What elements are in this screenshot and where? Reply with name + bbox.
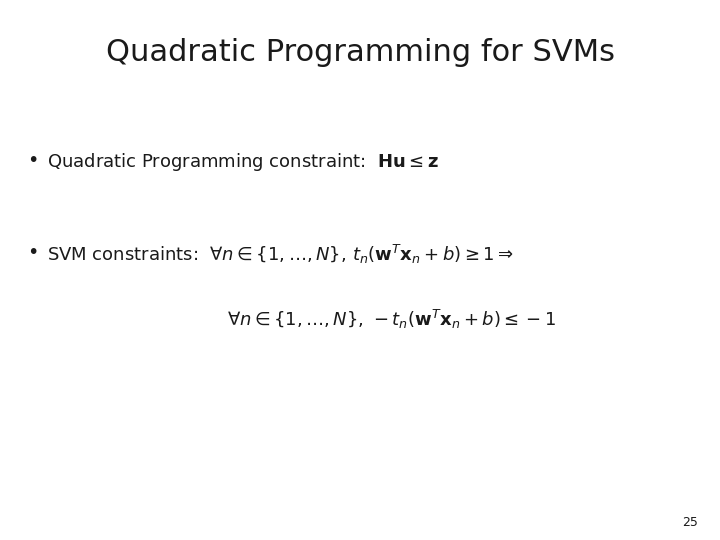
Text: Quadratic Programming constraint:  $\mathbf{Hu} \leq \mathbf{z}$: Quadratic Programming constraint: $\math… (47, 151, 438, 173)
Text: 25: 25 (683, 516, 698, 529)
Text: SVM constraints:  $\forall n \in \{1, \ldots, N\},\, t_n(\mathbf{w}^T \mathbf{x}: SVM constraints: $\forall n \in \{1, \ld… (47, 243, 514, 266)
Text: •: • (27, 151, 38, 170)
Text: Quadratic Programming for SVMs: Quadratic Programming for SVMs (106, 38, 614, 67)
Text: $\forall n \in \{1, \ldots, N\},\, -t_n(\mathbf{w}^T \mathbf{x}_n + b) \leq -1$: $\forall n \in \{1, \ldots, N\},\, -t_n(… (227, 308, 556, 331)
Text: •: • (27, 243, 38, 262)
